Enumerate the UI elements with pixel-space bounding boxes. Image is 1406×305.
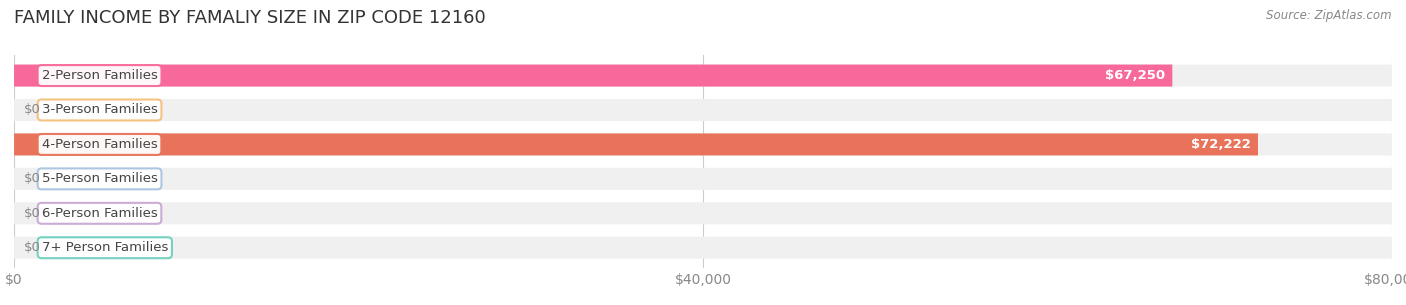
Text: 4-Person Families: 4-Person Families	[42, 138, 157, 151]
Text: $0: $0	[24, 241, 41, 254]
Text: Source: ZipAtlas.com: Source: ZipAtlas.com	[1267, 9, 1392, 22]
Text: $0: $0	[24, 207, 41, 220]
Text: 2-Person Families: 2-Person Families	[42, 69, 157, 82]
Text: 3-Person Families: 3-Person Families	[42, 103, 157, 117]
FancyBboxPatch shape	[14, 168, 1392, 190]
Text: $67,250: $67,250	[1105, 69, 1166, 82]
Text: $0: $0	[24, 172, 41, 185]
Text: 5-Person Families: 5-Person Families	[42, 172, 157, 185]
Text: 6-Person Families: 6-Person Families	[42, 207, 157, 220]
Text: 7+ Person Families: 7+ Person Families	[42, 241, 167, 254]
Text: FAMILY INCOME BY FAMALIY SIZE IN ZIP CODE 12160: FAMILY INCOME BY FAMALIY SIZE IN ZIP COD…	[14, 9, 486, 27]
FancyBboxPatch shape	[14, 133, 1258, 156]
FancyBboxPatch shape	[14, 65, 1173, 87]
FancyBboxPatch shape	[14, 65, 1392, 87]
FancyBboxPatch shape	[14, 99, 1392, 121]
FancyBboxPatch shape	[14, 202, 1392, 224]
FancyBboxPatch shape	[14, 133, 1392, 156]
Text: $72,222: $72,222	[1191, 138, 1251, 151]
FancyBboxPatch shape	[14, 237, 1392, 259]
Text: $0: $0	[24, 103, 41, 117]
